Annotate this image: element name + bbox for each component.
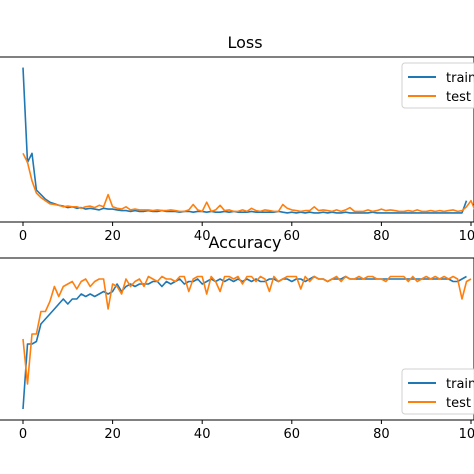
loss-plot-frame: [0, 56, 474, 223]
accuracy-x-tick-label: 100: [459, 427, 474, 442]
loss-x-tick-label: 100: [459, 229, 474, 244]
accuracy-test-line: [22, 275, 472, 385]
loss-x-tick-label: 20: [104, 229, 121, 244]
accuracy-legend-label-test: test: [446, 396, 471, 411]
accuracy-series-lines: [22, 275, 472, 410]
accuracy-legend: train test: [401, 368, 474, 415]
accuracy-x-tick-label: 0: [19, 427, 27, 442]
loss-x-tick-label: 60: [284, 229, 301, 244]
loss-legend-label-train: train: [446, 71, 474, 86]
loss-title: Loss: [227, 33, 262, 52]
loss-series-lines: [22, 67, 474, 214]
loss-x-tick-label: 0: [19, 229, 27, 244]
loss-test-line: [22, 152, 474, 213]
loss-legend: train test: [401, 62, 474, 109]
accuracy-x-tick-label: 60: [284, 427, 301, 442]
loss-x-axis: 0 20 40 60 80 100: [19, 222, 474, 244]
loss-legend-label-test: test: [446, 90, 471, 105]
accuracy-x-tick-label: 80: [373, 427, 390, 442]
accuracy-title: Accuracy: [208, 233, 281, 252]
accuracy-x-tick-label: 40: [194, 427, 211, 442]
loss-train-line: [22, 67, 468, 214]
accuracy-x-tick-label: 20: [104, 427, 121, 442]
accuracy-train-line: [22, 275, 467, 410]
accuracy-plot-frame: [0, 257, 474, 421]
loss-x-tick-label: 40: [194, 229, 211, 244]
accuracy-x-axis: 0 20 40 60 80 100: [19, 420, 474, 442]
accuracy-legend-label-train: train: [446, 377, 474, 392]
loss-panel: Loss 0 20 40 60 80 100 train test: [0, 33, 474, 244]
loss-x-tick-label: 80: [373, 229, 390, 244]
accuracy-panel: 0 20 40 60 80 100 train test Accuracy: [0, 233, 474, 442]
